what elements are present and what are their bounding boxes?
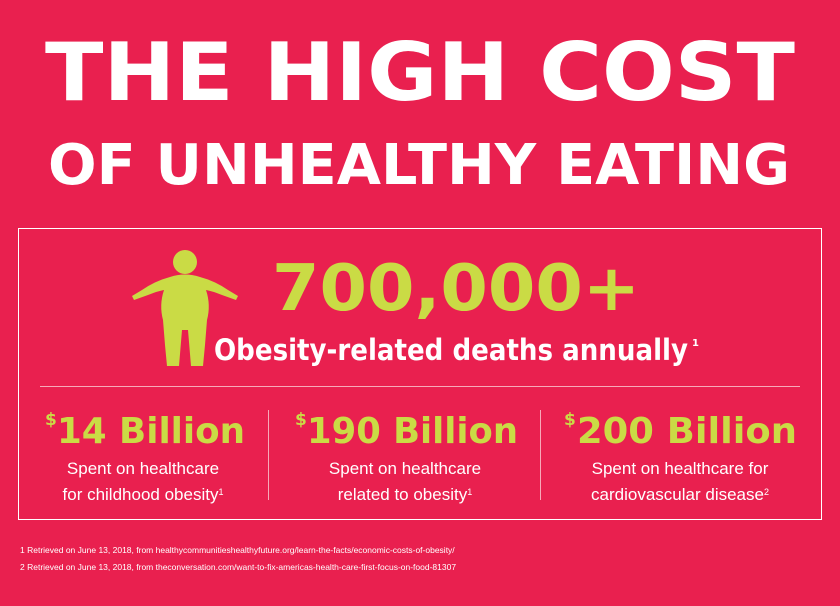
currency-symbol: $ [564, 410, 576, 430]
stat-description-text: for childhood obesity [63, 485, 219, 504]
currency-symbol: $ [45, 410, 57, 430]
stat-description: related to obesity1 [338, 485, 472, 504]
currency-symbol: $ [295, 410, 307, 430]
stat-description-text: Spent on healthcare for [592, 459, 769, 478]
stat-amount: 200 Billion [577, 411, 797, 452]
content-frame [18, 228, 822, 520]
footnote-ref: 1 [218, 487, 223, 497]
stat-description: Spent on healthcare [67, 459, 219, 478]
footnote: 2 Retrieved on June 13, 2018, from theco… [20, 562, 456, 572]
stat-description: for childhood obesity1 [63, 485, 224, 504]
title-line: OF UNHEALTHY EATING [48, 133, 790, 198]
stat-description: Spent on healthcare for [592, 459, 769, 478]
title-line: THE HIGH COST [45, 26, 795, 119]
stat-description: Spent on healthcare [329, 459, 481, 478]
footnote-ref: 2 [764, 487, 769, 497]
stat-description-text: related to obesity [338, 485, 468, 504]
stat-description-text: Spent on healthcare [67, 459, 219, 478]
stat-amount: 14 Billion [57, 411, 245, 452]
hero-label: Obesity-related deaths annually [214, 333, 688, 367]
footnote-ref: 1 [692, 338, 699, 349]
stat-amount: 190 Billion [307, 411, 518, 452]
footnote-ref: 1 [467, 487, 472, 497]
footnote: 1 Retrieved on June 13, 2018, from healt… [20, 545, 455, 555]
hero-value: 700,000+ [272, 252, 640, 326]
stat-description: cardiovascular disease2 [591, 485, 769, 504]
stat-description-text: cardiovascular disease [591, 485, 764, 504]
stat-description-text: Spent on healthcare [329, 459, 481, 478]
person-icon [132, 250, 238, 366]
stats: $14 Billion Spent on healthcare for childh… [45, 410, 797, 504]
